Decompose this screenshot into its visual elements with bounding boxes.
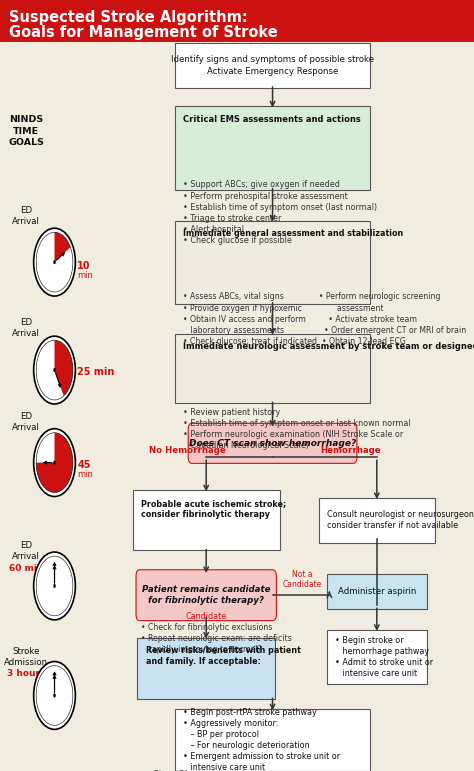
Circle shape [34,336,75,404]
FancyBboxPatch shape [175,106,370,190]
Text: 60 min: 60 min [9,564,43,573]
Text: • Check for fibrinolytic exclusions
• Repeat neurologic exam: are deficits
   ra: • Check for fibrinolytic exclusions • Re… [141,623,292,654]
FancyBboxPatch shape [0,0,474,42]
Text: Not a
Candidate: Not a Candidate [283,570,322,590]
FancyBboxPatch shape [327,630,427,684]
Text: Suspected Stroke Algorithm:: Suspected Stroke Algorithm: [9,10,248,25]
Text: min: min [77,271,93,280]
Text: Administer aspirin: Administer aspirin [337,587,416,596]
Text: ED
Arrival: ED Arrival [12,412,40,432]
Text: Review risks/benefits with patient
and family. If acceptable:: Review risks/benefits with patient and f… [146,646,301,666]
Text: Critical EMS assessments and actions: Critical EMS assessments and actions [183,115,361,124]
Text: Does CT scan show hemorrhage?: Does CT scan show hemorrhage? [189,439,356,448]
Text: • Assess ABCs, vital signs              • Perform neurologic screening
• Provide: • Assess ABCs, vital signs • Perform neu… [183,292,467,346]
Circle shape [34,662,75,729]
Wedge shape [55,232,71,262]
Text: Goals for Management of Stroke: Goals for Management of Stroke [9,25,278,40]
Text: min: min [77,470,93,479]
FancyBboxPatch shape [188,423,357,463]
Text: Probable acute ischemic stroke;
consider fibrinolytic therapy: Probable acute ischemic stroke; consider… [141,499,286,519]
Text: Patient remains candidate
for fibrinolytic therapy?: Patient remains candidate for fibrinolyt… [142,585,271,605]
FancyBboxPatch shape [175,43,370,88]
Wedge shape [36,433,73,493]
Circle shape [53,584,56,588]
FancyBboxPatch shape [136,570,276,621]
Text: Consult neurologist or neurosurgeon;
consider transfer if not available: Consult neurologist or neurosurgeon; con… [327,510,474,530]
Text: • Support ABCs; give oxygen if needed
• Perform prehospital stroke assessment
• : • Support ABCs; give oxygen if needed • … [183,180,378,245]
FancyBboxPatch shape [319,498,435,543]
FancyBboxPatch shape [175,334,370,403]
Text: 45: 45 [77,460,91,470]
Text: • Begin stroke or
   hemorrhage pathway
• Admit to stroke unit or
   intensive c: • Begin stroke or hemorrhage pathway • A… [335,636,433,678]
Text: Immediate general assessment and stabilization: Immediate general assessment and stabili… [183,229,404,238]
Text: • Review patient history
• Establish time of symptom onset or last known normal
: • Review patient history • Establish tim… [183,408,411,450]
Text: ED
Arrival: ED Arrival [12,206,40,226]
Circle shape [34,228,75,296]
FancyBboxPatch shape [137,638,275,699]
Text: Stroke
Admission: Stroke Admission [4,647,48,667]
Circle shape [53,693,56,698]
Text: ED
Arrival: ED Arrival [12,541,40,561]
Circle shape [34,429,75,497]
Text: No Hemorrhage: No Hemorrhage [149,446,226,455]
Circle shape [34,552,75,620]
FancyBboxPatch shape [327,574,427,609]
Text: ED
Arrival: ED Arrival [12,318,40,338]
Text: 10: 10 [77,261,91,271]
FancyBboxPatch shape [175,221,370,304]
Circle shape [53,460,56,465]
Text: 3 hours: 3 hours [7,669,45,678]
FancyBboxPatch shape [175,709,370,771]
Circle shape [53,368,56,372]
Text: Candidate: Candidate [185,612,227,621]
Text: • Give rtPA
• No anticoagulants or antiplatelet
   treatment for 24 hours: • Give rtPA • No anticoagulants or antip… [146,770,282,771]
Text: 25 min: 25 min [77,368,115,377]
FancyBboxPatch shape [133,490,280,550]
Text: • Begin post-rtPA stroke pathway
• Aggressively monitor:
   – BP per protocol
  : • Begin post-rtPA stroke pathway • Aggre… [183,708,340,771]
Text: Immediate neurologic assessment by stroke team or designee: Immediate neurologic assessment by strok… [183,342,474,352]
Circle shape [53,260,56,264]
Text: Identify signs and symptoms of possible stroke
Activate Emergency Response: Identify signs and symptoms of possible … [171,56,374,76]
Text: NINDS
TIME
GOALS: NINDS TIME GOALS [8,116,44,146]
Text: Hemorrhage: Hemorrhage [320,446,381,455]
Wedge shape [55,340,73,396]
